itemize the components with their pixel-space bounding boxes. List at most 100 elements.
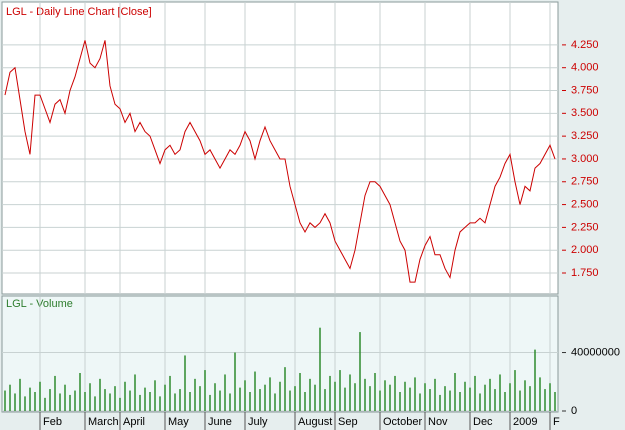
volume-bar [214,383,216,411]
x-tick-label: August [298,416,332,428]
y-tick-label: 0 [571,405,577,417]
volume-bar [54,375,56,411]
volume-bar [414,377,416,411]
volume-bar [274,393,276,411]
volume-bar [74,390,76,411]
x-tick-label: F [553,416,560,428]
volume-bar [484,384,486,411]
volume-bar [119,397,121,411]
volume-bar [89,383,91,411]
volume-bar [504,392,506,411]
volume-bar [94,396,96,411]
volume-bar [499,374,501,411]
volume-bar [429,389,431,411]
volume-bar [519,390,521,411]
volume-bar [244,380,246,411]
volume-bar [279,381,281,411]
volume-bar [124,381,126,411]
volume-bar [544,389,546,411]
volume-bar [384,380,386,411]
volume-bar [514,370,516,411]
volume-bar [304,392,306,411]
volume-bar [364,378,366,411]
volume-bar [334,381,336,411]
y-tick-label: 1.750 [571,267,599,279]
volume-bar [84,392,86,411]
volume-bar [104,389,106,411]
volume-bar [14,393,16,411]
volume-bar [404,381,406,411]
volume-title: LGL - Volume [6,298,73,310]
volume-bar [144,387,146,411]
volume-bar [139,394,141,411]
y-tick-label: 3.000 [571,153,599,165]
volume-bar [159,396,161,411]
volume-bar [324,389,326,411]
volume-bar [224,374,226,411]
volume-bar [194,378,196,411]
volume-bar [509,383,511,411]
volume-bar [79,373,81,411]
volume-bar [359,332,361,411]
price-panel [1,1,559,295]
volume-bar [164,384,166,411]
volume-bar [234,352,236,411]
y-tick-label: 3.750 [571,84,599,96]
volume-bar [534,349,536,411]
volume-bar [329,375,331,411]
x-tick-label: October [383,416,422,428]
volume-bar [219,390,221,411]
volume-bar [169,375,171,411]
volume-bar [99,378,101,411]
volume-bar [114,386,116,411]
volume-bar [474,375,476,411]
volume-bar [349,374,351,411]
volume-bar [259,389,261,411]
volume-bar [494,389,496,411]
volume-bar [149,392,151,411]
volume-bar [459,392,461,411]
volume-bar [339,370,341,411]
volume-bar [369,386,371,411]
volume-bar [309,378,311,411]
volume-bar [299,373,301,411]
volume-bar [289,390,291,411]
volume-bar [19,378,21,411]
volume-bar [284,367,286,411]
volume-bar [59,393,61,411]
volume-bar [44,397,46,411]
volume-bar [269,377,271,411]
volume-bar [409,387,411,411]
volume-bar [49,389,51,411]
x-tick-label: April [123,416,145,428]
volume-bar [314,384,316,411]
volume-bar [209,394,211,411]
volume-bar [374,373,376,411]
volume-bar [524,380,526,411]
volume-bar [294,386,296,411]
volume-bar [444,386,446,411]
y-tick-label: 2.000 [571,244,599,256]
volume-bar [539,377,541,411]
x-tick-label: Nov [428,416,448,428]
y-tick-label: 40000000 [571,346,620,358]
x-tick-label: Sep [338,416,358,428]
volume-bar [354,383,356,411]
y-tick-label: 4.000 [571,62,599,74]
volume-bar [184,355,186,411]
volume-bar [379,390,381,411]
x-tick-label: June [208,416,232,428]
volume-bar [9,384,11,411]
volume-bar [479,393,481,411]
y-tick-label: 2.500 [571,198,599,210]
volume-bar [469,387,471,411]
volume-bar [134,374,136,411]
volume-bar [554,392,556,411]
volume-bar [24,396,26,411]
volume-bar [174,393,176,411]
x-tick-label: May [168,416,189,428]
volume-bar [109,393,111,411]
x-tick-label: Dec [473,416,493,428]
volume-bar [69,394,71,411]
